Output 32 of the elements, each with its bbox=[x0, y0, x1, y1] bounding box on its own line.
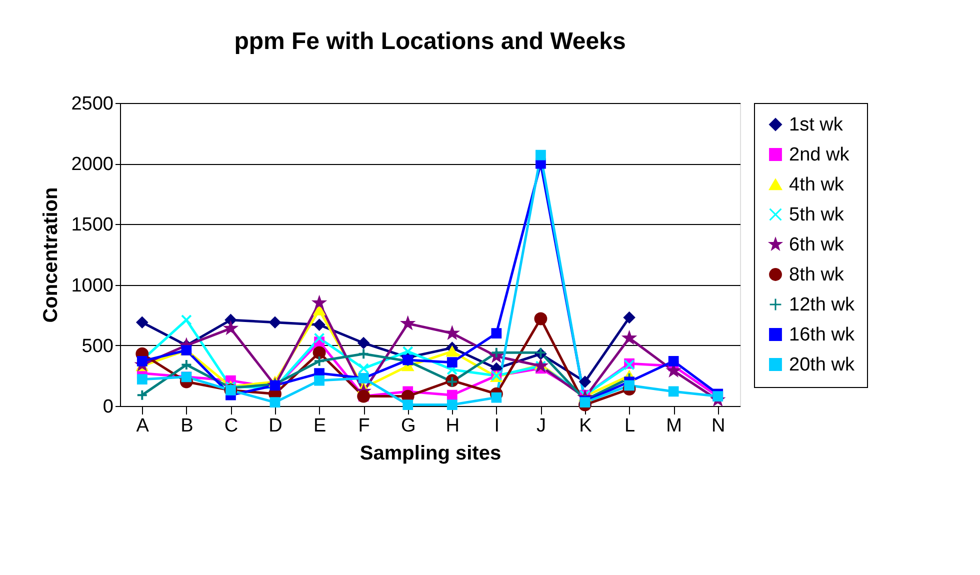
y-tick-label: 0 bbox=[102, 396, 114, 418]
legend-label: 2nd wk bbox=[789, 144, 850, 166]
x-tick-label: C bbox=[224, 416, 238, 436]
x-tick-label: L bbox=[624, 416, 636, 436]
x-tick-label: F bbox=[358, 416, 370, 436]
x-tick-label: B bbox=[180, 416, 194, 436]
y-tick-label: 1000 bbox=[71, 275, 114, 296]
chart-title: ppm Fe with Locations and Weeks bbox=[234, 28, 626, 55]
x-tick-label: I bbox=[494, 416, 500, 436]
legend-label: 16th wk bbox=[789, 324, 855, 346]
legend-label: 1st wk bbox=[789, 114, 844, 136]
legend-label: 12th wk bbox=[789, 294, 855, 316]
x-tick-label: M bbox=[666, 416, 682, 436]
y-tick-label: 1500 bbox=[71, 214, 114, 236]
x-tick-label: H bbox=[446, 416, 460, 436]
y-tick-label: 2000 bbox=[71, 154, 114, 176]
x-tick-label: K bbox=[579, 416, 592, 436]
x-tick-label: D bbox=[268, 416, 282, 436]
legend-label: 6th wk bbox=[789, 234, 844, 256]
y-axis-title: Concentration bbox=[40, 187, 62, 323]
x-axis-title: Sampling sites bbox=[360, 442, 502, 464]
legend-label: 20th wk bbox=[789, 354, 855, 376]
x-tick-label: J bbox=[536, 416, 546, 436]
legend-label: 8th wk bbox=[789, 264, 844, 286]
x-tick-label: N bbox=[711, 416, 726, 436]
x-tick-label: G bbox=[400, 416, 416, 436]
y-tick-label: 2500 bbox=[71, 94, 114, 114]
x-tick-label: E bbox=[313, 416, 326, 436]
legend-label: 5th wk bbox=[789, 204, 844, 226]
legend-label: 4th wk bbox=[789, 174, 844, 196]
x-tick-label: A bbox=[136, 416, 150, 436]
y-tick-label: 500 bbox=[82, 336, 114, 357]
